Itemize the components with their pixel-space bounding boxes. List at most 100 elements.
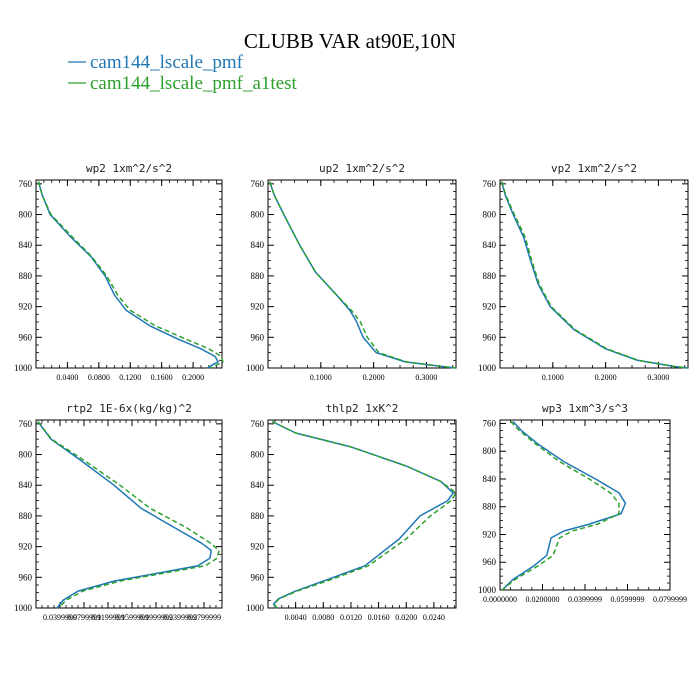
y-tick-label: 880 [483, 271, 497, 281]
y-tick-label: 760 [19, 419, 33, 429]
y-tick-label: 1000 [14, 603, 33, 613]
plot-frame [267, 179, 457, 369]
x-tick-label: 0.0800 [88, 373, 110, 382]
y-tick-label: 960 [19, 332, 33, 342]
legend-label-2: cam144_lscale_pmf_a1test [90, 73, 298, 94]
x-tick-label: 0.1000 [310, 373, 332, 382]
panel-5: thlp2 1xK^2 760 800 840 880 920 960 1000 0.0040 0… [246, 402, 457, 622]
y-tick-label: 760 [251, 179, 265, 189]
y-tick-label: 920 [483, 529, 497, 539]
y-tick-label: 840 [19, 480, 33, 490]
panel-title: thlp2 1xK^2 [326, 402, 399, 415]
y-tick-label: 800 [483, 446, 497, 456]
series-line-2 [37, 421, 220, 609]
x-tick-label: 0.0599999 [610, 595, 644, 604]
panel-title: vp2 1xm^2/s^2 [551, 162, 637, 175]
y-tick-label: 760 [483, 418, 497, 428]
y-tick-label: 760 [19, 179, 33, 189]
y-tick-label: 1000 [478, 585, 497, 595]
y-tick-label: 880 [19, 511, 33, 521]
x-tick-label: 0.1000 [542, 373, 564, 382]
x-tick-label: 0.1599999 [115, 613, 149, 622]
y-tick-label: 800 [251, 450, 265, 460]
y-tick-label: 760 [251, 419, 265, 429]
y-tick-label: 760 [483, 179, 497, 189]
plot-frame [35, 419, 223, 609]
y-tick-label: 880 [251, 271, 265, 281]
y-tick-label: 800 [19, 450, 33, 460]
x-tick-label: 0.0000000 [483, 595, 517, 604]
plot-frame [499, 179, 689, 369]
y-tick-label: 840 [251, 240, 265, 250]
series-line-2 [271, 420, 457, 609]
y-tick-label: 800 [251, 210, 265, 220]
x-tick-label: 0.2000 [182, 373, 204, 382]
x-tick-label: 0.0160 [368, 613, 390, 622]
y-tick-label: 880 [19, 271, 33, 281]
y-tick-label: 920 [483, 302, 497, 312]
series-line-1 [37, 421, 212, 609]
x-tick-label: 0.0799999 [67, 613, 101, 622]
x-tick-label: 0.3000 [647, 373, 669, 382]
y-tick-label: 840 [483, 474, 497, 484]
x-tick-label: 0.0200 [395, 613, 417, 622]
series-line-2 [500, 181, 689, 369]
y-tick-label: 920 [251, 542, 265, 552]
series-line-2 [37, 181, 224, 369]
panel-1: wp2 1xm^2/s^2 760 800 840 880 920 960 1000 0.040… [14, 162, 224, 382]
x-tick-label: 0.0200000 [526, 595, 560, 604]
series-line-2 [268, 181, 457, 369]
x-tick-label: 0.0120 [340, 613, 362, 622]
y-tick-label: 1000 [478, 363, 497, 373]
y-tick-label: 960 [483, 332, 497, 342]
y-tick-label: 920 [19, 542, 33, 552]
y-tick-label: 880 [251, 511, 265, 521]
x-tick-label: 0.3000 [415, 373, 437, 382]
series-line-1 [37, 181, 219, 369]
panel-3: vp2 1xm^2/s^2 760 800 840 880 920 960 1000 0.100… [478, 162, 689, 382]
panel-title: up2 1xm^2/s^2 [319, 162, 405, 175]
x-tick-label: 0.2399999 [163, 613, 197, 622]
x-tick-label: 0.2799999 [187, 613, 221, 622]
y-tick-label: 840 [19, 240, 33, 250]
legend: cam144_lscale_pmf cam144_lscale_pmf_a1te… [68, 52, 298, 94]
x-tick-label: 0.1999999 [139, 613, 173, 622]
y-tick-label: 960 [19, 572, 33, 582]
x-tick-label: 0.0399999 [43, 613, 77, 622]
panel-title: wp2 1xm^2/s^2 [86, 162, 172, 175]
panel-title: wp3 1xm^3/s^3 [542, 402, 628, 415]
y-tick-label: 1000 [246, 363, 265, 373]
y-tick-label: 1000 [246, 603, 265, 613]
series-line-2 [501, 420, 620, 591]
panel-title: rtp2 1E-6x(kg/kg)^2 [66, 402, 192, 415]
x-tick-label: 0.0240 [423, 613, 445, 622]
y-tick-label: 960 [251, 332, 265, 342]
x-tick-label: 0.2000 [363, 373, 385, 382]
x-tick-label: 0.1600 [151, 373, 173, 382]
y-tick-label: 880 [483, 502, 497, 512]
x-tick-label: 0.0400 [56, 373, 78, 382]
plot-frame [267, 419, 457, 609]
x-tick-label: 0.1200 [119, 373, 141, 382]
x-tick-label: 0.0799999 [653, 595, 687, 604]
y-tick-label: 960 [483, 557, 497, 567]
figure-title: CLUBB VAR at90E,10N [244, 29, 456, 53]
panel-4: rtp2 1E-6x(kg/kg)^2 760 800 840 880 920 960 100… [14, 402, 223, 622]
x-tick-label: 0.0399999 [568, 595, 602, 604]
y-tick-label: 1000 [14, 363, 33, 373]
y-tick-label: 800 [19, 210, 33, 220]
x-tick-label: 0.1199999 [91, 613, 125, 622]
x-tick-label: 0.2000 [595, 373, 617, 382]
panels: wp2 1xm^2/s^2 760 800 840 880 920 960 1000 0.040… [14, 162, 689, 622]
y-tick-label: 960 [251, 572, 265, 582]
plot-frame [35, 179, 223, 369]
y-tick-label: 840 [251, 480, 265, 490]
x-tick-label: 0.0040 [285, 613, 307, 622]
y-tick-label: 920 [19, 302, 33, 312]
y-tick-label: 840 [483, 240, 497, 250]
panel-6: wp3 1xm^3/s^3 760 800 840 880 920 960 10000.000… [478, 402, 687, 604]
panel-2: up2 1xm^2/s^2 760 800 840 880 920 960 1000 0.100… [246, 162, 457, 382]
legend-label-1: cam144_lscale_pmf [90, 52, 244, 73]
